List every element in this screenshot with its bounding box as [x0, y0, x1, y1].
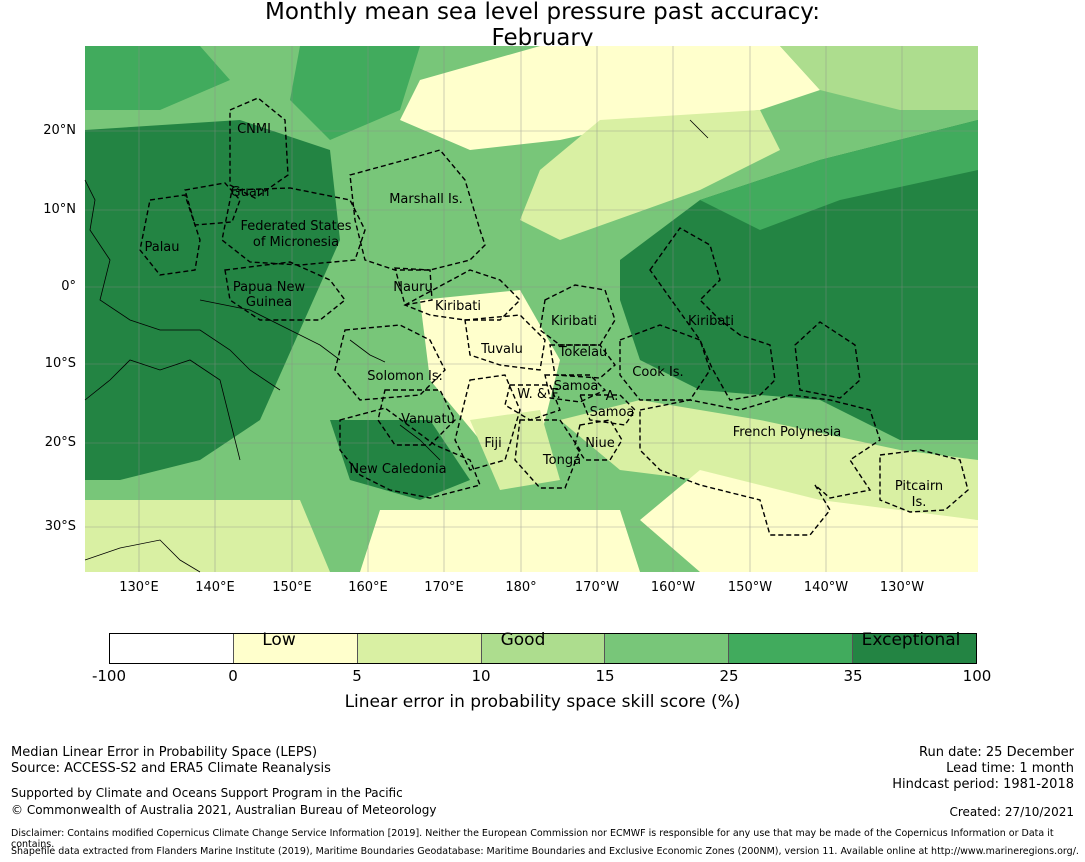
- colorbar-tick: 100: [962, 667, 992, 685]
- copyright-line: © Commonwealth of Australia 2021, Austra…: [11, 803, 437, 817]
- colorbar-segment: [233, 634, 358, 663]
- longitude-label: 130°E: [119, 580, 159, 595]
- longitude-label: 170°W: [574, 580, 620, 595]
- region-label: Nauru: [393, 280, 433, 295]
- longitude-label: 160°W: [650, 580, 696, 595]
- region-label: Is.: [912, 495, 927, 510]
- region-label: Kiribati: [688, 314, 734, 329]
- region-label: Pitcairn: [895, 479, 943, 494]
- colorbar: [109, 633, 977, 664]
- latitude-label: 20°N: [43, 123, 76, 138]
- colorbar-tick: 25: [719, 667, 739, 685]
- region-label: Papua New: [233, 280, 306, 295]
- region-label: Guam: [231, 185, 270, 200]
- latitude-label: 0°: [61, 279, 76, 294]
- latitude-label: 10°N: [43, 202, 76, 217]
- disclaimer: Disclaimer: Contains modified Copernicus…: [11, 828, 1054, 850]
- region-label: W. & F.: [517, 387, 560, 402]
- hindcast-period: Hindcast period: 1981-2018: [892, 777, 1074, 792]
- region-label: French Polynesia: [733, 425, 842, 440]
- skill-field: [85, 46, 978, 572]
- region-label: CNMI: [237, 122, 271, 137]
- longitude-label: 160°E: [348, 580, 388, 595]
- longitude-label: 170°E: [424, 580, 464, 595]
- colorbar-segment: [481, 634, 606, 663]
- colorbar-tick: 5: [352, 667, 362, 685]
- region-label: Federated States: [241, 219, 352, 234]
- region-label: A.: [606, 389, 619, 404]
- colorbar-segment: [729, 634, 854, 663]
- longitude-label: 150°E: [272, 580, 312, 595]
- colorbar-segment: [357, 634, 482, 663]
- longitude-label: 140°W: [803, 580, 849, 595]
- legend-category-good: Good: [500, 630, 546, 650]
- longitude-label: 150°W: [727, 580, 773, 595]
- colorbar-tick: -100: [91, 667, 127, 685]
- colorbar-tick: 0: [228, 667, 238, 685]
- latitude-label: 30°S: [44, 519, 76, 534]
- colorbar-segment: [853, 634, 977, 663]
- longitude-label: 140°E: [195, 580, 235, 595]
- region-label: Solomon Is.: [367, 369, 443, 384]
- legend-category-exceptional: Exceptional: [861, 630, 961, 650]
- graticule: [85, 46, 978, 572]
- region-label: New Caledonia: [349, 462, 446, 477]
- latitude-label: 20°S: [44, 435, 76, 450]
- coastlines: [84, 119, 709, 573]
- latitude-label: 10°S: [44, 356, 76, 371]
- shapefile-credit: Shapefile data extracted from Flanders M…: [11, 846, 1079, 857]
- created-date: Created: 27/10/2021: [949, 805, 1074, 819]
- colorbar-label: Linear error in probability space skill …: [344, 692, 741, 712]
- region-labels: CNMI Guam Palau Federated States of Micr…: [144, 122, 943, 510]
- region-label: Cook Is.: [632, 365, 683, 380]
- source-line: Source: ACCESS-S2 and ERA5 Climate Reana…: [11, 761, 331, 776]
- run-date: Run date: 25 December: [919, 745, 1074, 760]
- region-label: Tuvalu: [480, 342, 523, 357]
- colorbar-tick: 35: [843, 667, 863, 685]
- longitude-label: 180°: [505, 580, 537, 595]
- colorbar-tick: 15: [595, 667, 615, 685]
- region-label: Samoa: [554, 379, 599, 394]
- region-label: Vanuatu: [401, 412, 455, 427]
- region-label: Marshall Is.: [389, 192, 463, 207]
- legend-category-low: Low: [262, 630, 296, 650]
- colorbar-segment: [110, 634, 234, 663]
- colorbar-tick: 10: [471, 667, 491, 685]
- longitude-label: 130°W: [879, 580, 925, 595]
- region-label: Tokelau: [558, 345, 608, 360]
- region-label: of Micronesia: [253, 235, 339, 250]
- region-label: Kiribati: [435, 299, 481, 314]
- leps-title: Median Linear Error in Probability Space…: [11, 745, 318, 760]
- region-label: Fiji: [484, 436, 501, 451]
- map-title: Monthly mean sea level pressure past acc…: [265, 0, 820, 25]
- eez-boundaries: [139, 97, 969, 536]
- region-label: Tonga: [542, 453, 581, 468]
- support-line: Supported by Climate and Oceans Support …: [11, 786, 403, 800]
- region-label: Guinea: [246, 295, 292, 310]
- region-label: Palau: [144, 240, 179, 255]
- colorbar-segment: [605, 634, 730, 663]
- region-label: Samoa: [590, 405, 635, 420]
- lead-time: Lead time: 1 month: [946, 761, 1074, 776]
- region-label: Niue: [585, 436, 615, 451]
- region-label: Kiribati: [551, 314, 597, 329]
